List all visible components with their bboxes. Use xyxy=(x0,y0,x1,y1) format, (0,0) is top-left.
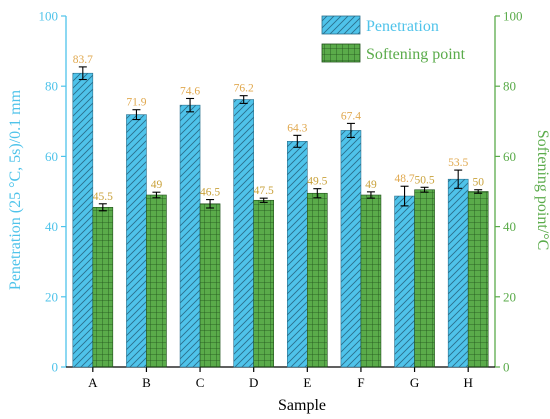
data-label-penetration: 48.7 xyxy=(395,173,415,185)
x-tick-label: D xyxy=(249,375,258,390)
x-tick-label: B xyxy=(142,375,151,390)
y-left-tick-label: 0 xyxy=(52,360,59,375)
data-label-softening: 47.5 xyxy=(254,185,274,197)
y-axis-left-title: Penetration (25 °C, 5s)/0.1 mm xyxy=(7,89,24,290)
y-left-tick-label: 20 xyxy=(45,289,58,304)
y-right-tick-label: 20 xyxy=(503,289,516,304)
data-label-softening: 49.5 xyxy=(307,176,327,188)
legend-swatch-softening xyxy=(321,43,361,63)
data-label-penetration: 67.4 xyxy=(341,110,361,122)
data-label-softening: 45.5 xyxy=(93,191,113,203)
legend: Penetration Softening point xyxy=(321,15,466,63)
y-left-tick-label: 100 xyxy=(39,9,59,24)
y-left-tick-label: 60 xyxy=(45,149,58,164)
y-right-tick-label: 40 xyxy=(503,219,516,234)
x-axis-title: Sample xyxy=(278,397,326,414)
y-left-tick-label: 40 xyxy=(45,219,58,234)
data-label-penetration: 71.9 xyxy=(126,97,146,109)
bar-penetration xyxy=(72,72,94,368)
x-tick-label: F xyxy=(357,375,364,390)
y-right-tick-label: 100 xyxy=(503,9,523,24)
bar-softening xyxy=(360,194,382,368)
data-label-penetration: 76.2 xyxy=(234,83,254,95)
bar-softening xyxy=(199,203,221,368)
data-label-penetration: 83.7 xyxy=(73,54,93,66)
bar-softening xyxy=(414,189,435,368)
legend-swatch-penetration xyxy=(321,15,361,35)
bar-softening xyxy=(92,206,114,368)
y-right-tick-label: 0 xyxy=(503,360,510,375)
bar-softening xyxy=(146,194,167,368)
legend-label-penetration: Penetration xyxy=(366,18,439,35)
x-tick-label: A xyxy=(88,375,98,390)
data-label-penetration: 64.3 xyxy=(287,122,307,134)
y-right-tick-label: 80 xyxy=(503,79,516,94)
y-left-tick-label: 80 xyxy=(45,79,58,94)
legend-label-softening: Softening point xyxy=(366,46,466,63)
y-axis-right-title: Softening point/°C xyxy=(534,130,550,251)
bar-penetration xyxy=(447,178,469,368)
y-right-tick-label: 60 xyxy=(503,149,516,164)
bar-penetration xyxy=(394,195,415,368)
bar-penetration xyxy=(126,114,147,368)
bar-softening xyxy=(253,199,274,368)
bar-penetration xyxy=(233,99,254,368)
data-label-penetration: 74.6 xyxy=(180,85,200,97)
bar-penetration xyxy=(287,141,308,368)
data-label-softening: 46.5 xyxy=(200,187,220,199)
x-tick-label: H xyxy=(463,375,472,390)
x-tick-label: E xyxy=(303,375,311,390)
bar-softening xyxy=(307,192,328,368)
data-label-softening: 50.5 xyxy=(415,174,435,186)
bar-penetration xyxy=(340,130,362,368)
x-tick-label: G xyxy=(410,375,419,390)
data-label-softening: 49 xyxy=(151,179,163,191)
data-label-softening: 50 xyxy=(472,177,484,189)
bar-penetration xyxy=(179,104,201,368)
data-label-softening: 49 xyxy=(365,179,377,191)
x-tick-label: C xyxy=(196,375,205,390)
data-label-penetration: 53.5 xyxy=(448,157,468,169)
bar-softening xyxy=(467,191,489,368)
